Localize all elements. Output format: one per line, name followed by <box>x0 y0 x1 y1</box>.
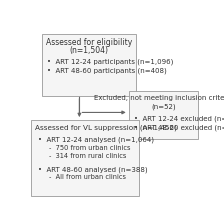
Text: •  ART 12-24 participants (n=1,096): • ART 12-24 participants (n=1,096) <box>47 59 173 65</box>
Text: •  ART 48-60 analysed (n=388): • ART 48-60 analysed (n=388) <box>39 166 148 172</box>
FancyBboxPatch shape <box>42 34 136 96</box>
Text: •  ART 48-60 excluded (n=20): • ART 48-60 excluded (n=20) <box>134 124 224 131</box>
FancyBboxPatch shape <box>31 120 139 196</box>
Text: (n=52): (n=52) <box>151 103 176 110</box>
Text: -  750 from urban clinics: - 750 from urban clinics <box>49 145 130 151</box>
Text: -  314 from rural clinics: - 314 from rural clinics <box>49 153 126 159</box>
Text: Assessed for eligibility: Assessed for eligibility <box>46 38 132 47</box>
Text: (n=1,504): (n=1,504) <box>69 46 108 55</box>
FancyBboxPatch shape <box>129 91 198 139</box>
Text: -  All from urban clinics: - All from urban clinics <box>49 174 126 180</box>
Text: Excluded, not meeting inclusion criteria: Excluded, not meeting inclusion criteria <box>94 95 224 101</box>
Text: Assessed for VL suppression (n=1,452): Assessed for VL suppression (n=1,452) <box>35 124 177 131</box>
Text: •  ART 48-60 participants (n=408): • ART 48-60 participants (n=408) <box>47 67 167 74</box>
Text: •  ART 12-24 analysed (n=1,064): • ART 12-24 analysed (n=1,064) <box>39 137 154 143</box>
Text: •  ART 12-24 excluded (n=32): • ART 12-24 excluded (n=32) <box>134 116 224 122</box>
